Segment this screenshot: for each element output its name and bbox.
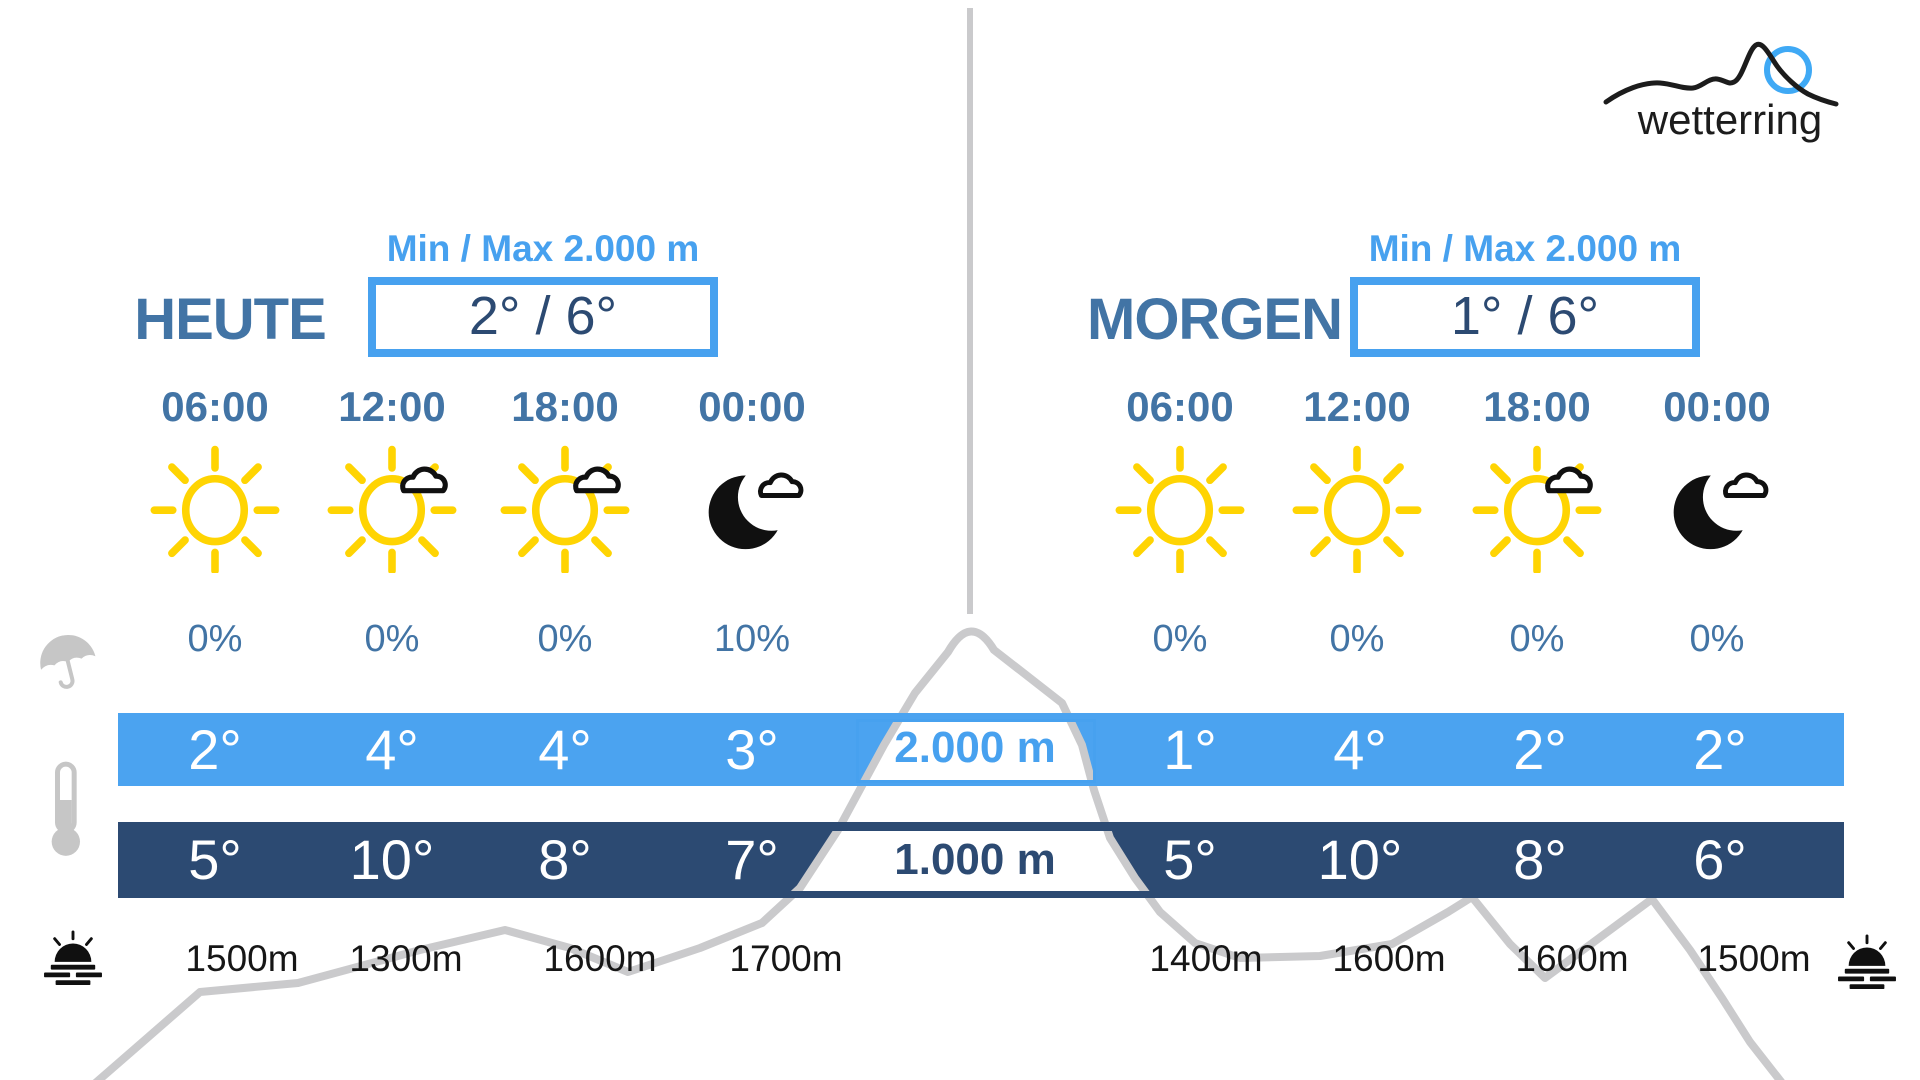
band-edge bbox=[118, 713, 1844, 719]
temp-1000m: 6° bbox=[1693, 828, 1747, 891]
minmax-value-heute: 2° / 6° bbox=[368, 277, 718, 357]
precip-value: 0% bbox=[187, 618, 243, 660]
sun-icon bbox=[1115, 443, 1245, 573]
precip-value: 0% bbox=[1152, 618, 1208, 660]
snowline-value: 1500m bbox=[185, 938, 299, 979]
snowline-value: 1500m bbox=[1697, 938, 1811, 979]
time-label: 00:00 bbox=[698, 383, 806, 430]
time-label: 06:00 bbox=[161, 383, 269, 430]
wetterring-logo-icon bbox=[1603, 41, 1839, 107]
moon-cloud-icon bbox=[687, 443, 817, 573]
sun-icon bbox=[150, 443, 280, 573]
day-title-morgen: MORGEN bbox=[1087, 287, 1343, 352]
band-edge bbox=[118, 780, 1844, 786]
temp-2000m: 2° bbox=[1693, 718, 1747, 781]
temp-2000m: 2° bbox=[1513, 718, 1567, 781]
time-label: 00:00 bbox=[1663, 383, 1771, 430]
snowline-value: 1600m bbox=[1515, 938, 1629, 979]
level-2000m-frame bbox=[856, 719, 1096, 783]
precip-value: 0% bbox=[1329, 618, 1385, 660]
temp-2000m: 2° bbox=[188, 718, 242, 781]
time-label: 12:00 bbox=[1303, 383, 1411, 430]
thermometer-icon bbox=[48, 760, 82, 860]
time-label: 12:00 bbox=[338, 383, 446, 430]
day-title-heute: HEUTE bbox=[134, 287, 327, 352]
minmax-label-morgen: Min / Max 2.000 m bbox=[1368, 228, 1682, 269]
snowline-value: 1700m bbox=[729, 938, 843, 979]
precip-value: 0% bbox=[537, 618, 593, 660]
snowline-value: 1600m bbox=[543, 938, 657, 979]
level-2000m-label: 2.000 m bbox=[894, 723, 1056, 772]
level-1000m-frame bbox=[713, 828, 1200, 894]
precip-value: 0% bbox=[1689, 618, 1745, 660]
sun-cloud-icon bbox=[1472, 443, 1602, 573]
temp-1000m: 5° bbox=[188, 828, 242, 891]
level-1000m-label: 1.000 m bbox=[894, 835, 1056, 884]
precip-value: 0% bbox=[1509, 618, 1565, 660]
temp-2000m: 4° bbox=[365, 718, 419, 781]
temp-1000m: 10° bbox=[349, 828, 435, 891]
temp-1000m: 8° bbox=[1513, 828, 1567, 891]
temp-2000m: 1° bbox=[1163, 718, 1217, 781]
time-label: 18:00 bbox=[511, 383, 619, 430]
temp-1000m: 5° bbox=[1163, 828, 1217, 891]
minmax-value-morgen: 1° / 6° bbox=[1350, 277, 1700, 357]
snowline-value: 1400m bbox=[1149, 938, 1263, 979]
temp-1000m: 7° bbox=[725, 828, 779, 891]
snowline-value: 1600m bbox=[1332, 938, 1446, 979]
temp-2000m: 4° bbox=[1333, 718, 1387, 781]
temp-1000m: 8° bbox=[538, 828, 592, 891]
moon-cloud-icon bbox=[1652, 443, 1782, 573]
band-edge bbox=[118, 892, 1844, 898]
temp-1000m: 10° bbox=[1317, 828, 1403, 891]
umbrella-icon bbox=[36, 630, 100, 694]
time-label: 06:00 bbox=[1126, 383, 1234, 430]
band-edge bbox=[118, 822, 1844, 828]
time-label: 18:00 bbox=[1483, 383, 1591, 430]
wetterring-brand: wetterring bbox=[1637, 96, 1823, 143]
sunrise-icon bbox=[42, 930, 104, 986]
sun-cloud-icon bbox=[327, 443, 457, 573]
sun-cloud-icon bbox=[500, 443, 630, 573]
precip-value: 10% bbox=[713, 618, 791, 660]
minmax-label-heute: Min / Max 2.000 m bbox=[386, 228, 700, 269]
snowline-value: 1300m bbox=[349, 938, 463, 979]
precip-value: 0% bbox=[364, 618, 420, 660]
temp-2000m: 4° bbox=[538, 718, 592, 781]
sun-icon bbox=[1292, 443, 1422, 573]
temp-2000m: 3° bbox=[725, 718, 779, 781]
